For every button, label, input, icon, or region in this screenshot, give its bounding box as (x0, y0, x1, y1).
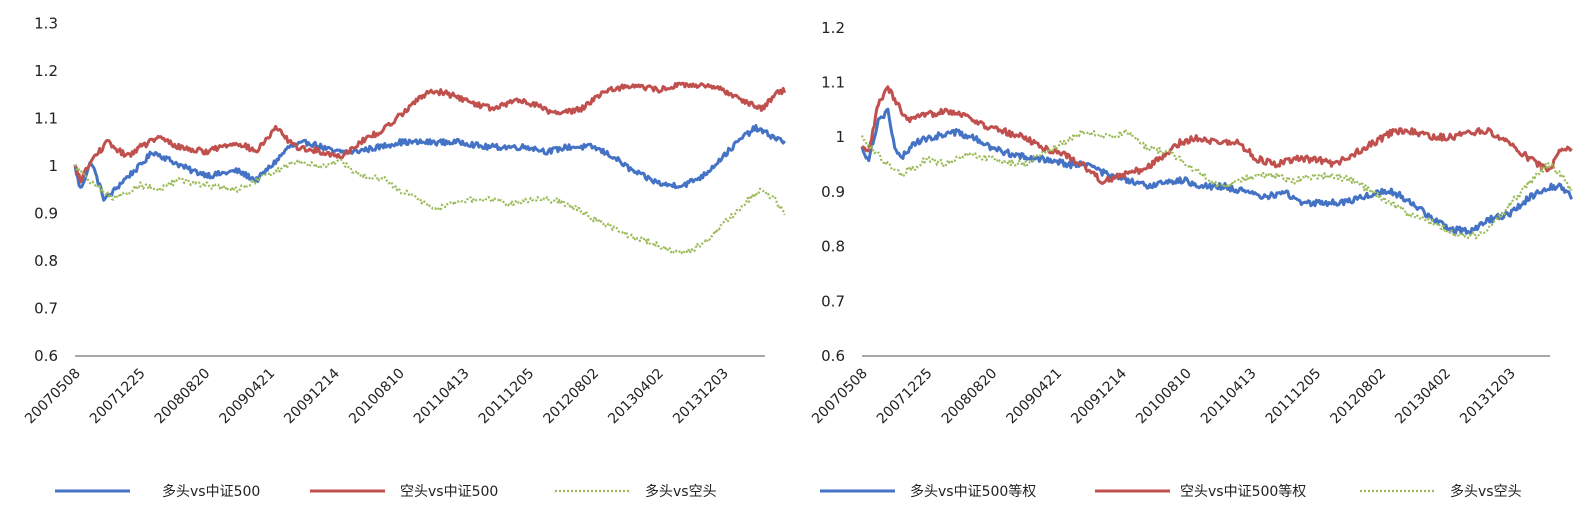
y-tick-label: 0.7 (821, 292, 845, 310)
y-tick-label: 1.3 (34, 15, 58, 33)
x-tick-label: 20100810 (1133, 366, 1195, 428)
x-tick-label: 20111205 (1263, 366, 1325, 428)
legend-label: 多头vs中证500 (162, 483, 260, 500)
y-tick-label: 0.6 (821, 347, 845, 365)
series-line-1 (860, 107, 1573, 235)
x-tick-label: 20110413 (411, 366, 473, 428)
y-tick-label: 0.8 (34, 252, 58, 270)
x-tick-label: 20080820 (939, 366, 1001, 428)
series-line-3 (860, 128, 1573, 240)
y-tick-label: 1.1 (821, 74, 845, 92)
x-tick-label: 20120802 (541, 366, 603, 428)
legend-label: 多头vs空头 (1450, 483, 1522, 500)
series-line-3 (73, 158, 786, 255)
y-tick-label: 0.8 (821, 238, 845, 256)
legend-label: 空头vs中证500 (400, 484, 498, 500)
legend-label: 多头vs中证500等权 (910, 483, 1036, 500)
y-tick-label: 1 (48, 157, 58, 175)
y-tick-label: 1.2 (34, 62, 58, 80)
x-tick-label: 20131203 (670, 366, 732, 428)
x-tick-label: 20071225 (874, 366, 936, 428)
y-tick-label: 1.2 (821, 19, 845, 37)
x-tick-label: 20120802 (1328, 366, 1390, 428)
series-line-2 (73, 81, 787, 184)
x-tick-label: 20070508 (809, 366, 871, 428)
series-line-2 (861, 85, 1573, 185)
x-tick-label: 20070508 (22, 366, 84, 428)
legend-label: 多头vs空头 (645, 483, 717, 500)
x-tick-label: 20130402 (1392, 366, 1454, 428)
x-tick-label: 20130402 (605, 366, 667, 428)
x-tick-label: 20100810 (346, 366, 408, 428)
y-tick-label: 0.6 (34, 347, 58, 365)
y-tick-label: 0.9 (34, 205, 58, 223)
series-line-1 (73, 124, 786, 202)
x-tick-label: 20080820 (152, 366, 214, 428)
x-tick-label: 20091214 (1068, 365, 1130, 427)
x-tick-label: 20071225 (87, 366, 149, 428)
legend-label: 空头vs中证500等权 (1180, 483, 1306, 500)
y-tick-label: 1 (835, 128, 845, 146)
x-tick-label: 20111205 (476, 366, 538, 428)
x-tick-label: 20131203 (1457, 366, 1519, 428)
x-tick-label: 20090421 (217, 366, 279, 428)
x-tick-label: 20090421 (1004, 366, 1066, 428)
x-tick-label: 20110413 (1198, 366, 1260, 428)
y-tick-label: 0.7 (34, 300, 58, 318)
y-tick-label: 0.9 (821, 183, 845, 201)
x-tick-label: 20091214 (281, 365, 343, 427)
chart-2: 0.6 0.7 0.8 0.9 1 1.1 1.2 20070508 20071225 20080… (809, 19, 1573, 500)
y-tick-label: 1.1 (34, 110, 58, 128)
